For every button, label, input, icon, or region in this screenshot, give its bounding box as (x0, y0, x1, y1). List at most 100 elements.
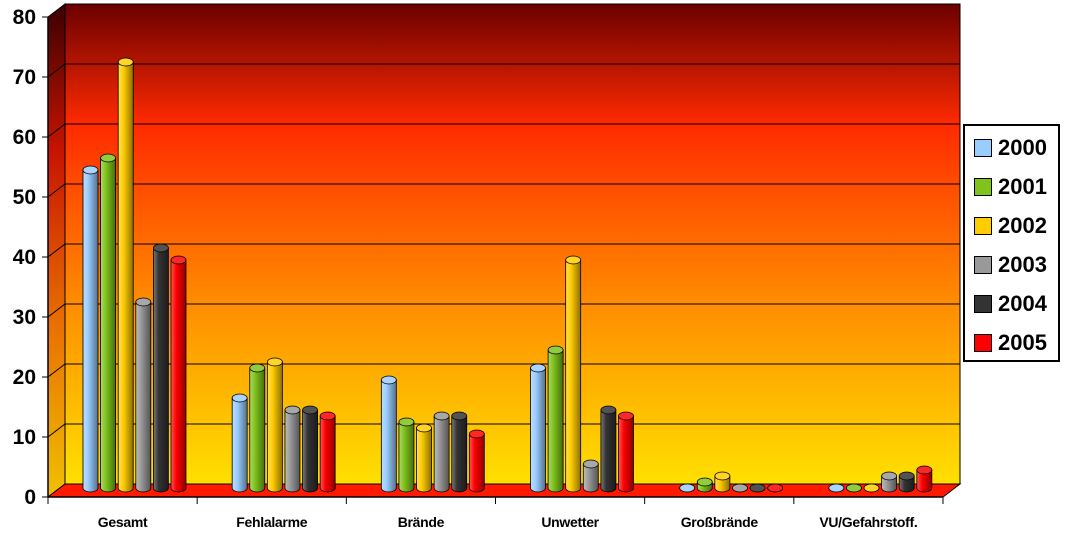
bar-top (117, 57, 134, 67)
bar-Großbrände-2004 (749, 483, 766, 493)
legend-label: 2005 (998, 330, 1047, 355)
bar-Fehlalarme-2004 (302, 405, 318, 493)
bar-Brände-2002 (416, 423, 432, 493)
gridline-side (47, 183, 66, 198)
bar-body (468, 433, 485, 493)
bar-body (153, 247, 169, 493)
bar-Brände-2000 (380, 375, 397, 493)
bar-body (319, 415, 336, 493)
bar-top (863, 483, 880, 493)
bar-body (249, 367, 266, 493)
bar-top (732, 483, 748, 493)
legend-label: 2001 (998, 174, 1047, 199)
gridline-side (47, 363, 66, 378)
bar-Großbrände-2000 (679, 483, 696, 493)
bar-Unwetter-2003 (582, 459, 599, 493)
x-tick-label: Großbrände (681, 514, 759, 530)
bar-top (749, 483, 766, 493)
bar-VU/Gefahrstoff.-2003 (881, 471, 898, 493)
bar-top (451, 411, 468, 421)
bar-body (170, 259, 187, 493)
bar-body (302, 409, 318, 493)
bar-top (266, 357, 283, 367)
x-tick-label: Fehlalarme (236, 514, 307, 530)
bar-Großbrände-2005 (767, 483, 784, 493)
bar-body (565, 259, 582, 493)
y-tick-label: 40 (13, 246, 36, 269)
bar-body (117, 61, 134, 493)
bar-top (916, 465, 933, 475)
bar-Unwetter-2000 (530, 363, 546, 493)
legend-swatch (974, 217, 992, 235)
y-tick-label: 20 (13, 366, 36, 389)
bar-VU/Gefahrstoff.-2004 (898, 471, 915, 493)
legend-item-2002: 2002 (974, 214, 1047, 238)
bar-top (881, 471, 898, 481)
gridline-side (47, 243, 66, 258)
bar-body (284, 409, 301, 493)
bar-Gesamt-2003 (135, 297, 152, 493)
bar-top (100, 153, 116, 163)
legend-item-2005: 2005 (974, 331, 1047, 355)
bar-body (916, 469, 933, 493)
gridline-side (47, 303, 66, 318)
bar-Fehlalarme-2002 (266, 357, 283, 493)
legend-swatch (974, 256, 992, 274)
bar-body (266, 361, 283, 493)
y-tick-label: 50 (13, 186, 36, 209)
bar-body (231, 397, 248, 493)
bar-top (82, 165, 99, 175)
y-tick-label: 0 (24, 486, 36, 509)
bar-top (380, 375, 397, 385)
bar-body (433, 415, 450, 493)
bar-top (433, 411, 450, 421)
bar-body (100, 157, 116, 493)
bar-Brände-2001 (398, 417, 415, 493)
bar-top (828, 483, 845, 493)
bar-top (530, 363, 546, 373)
bar-body (530, 367, 546, 493)
legend-item-2003: 2003 (974, 253, 1047, 277)
bar-body (618, 415, 634, 493)
legend-label: 2003 (998, 252, 1047, 277)
legend-swatch (974, 178, 992, 196)
x-tick-label: VU/Gefahrstoff. (819, 514, 917, 530)
legend-swatch (974, 334, 992, 352)
bar-Brände-2005 (468, 429, 485, 493)
bar-top (319, 411, 336, 421)
y-tick-label: 60 (13, 126, 36, 149)
bar-body (714, 475, 731, 493)
legend-item-2000: 2000 (974, 136, 1047, 160)
bar-body (582, 463, 599, 493)
bar-VU/Gefahrstoff.-2001 (846, 483, 862, 493)
y-tick-label: 10 (13, 426, 36, 449)
bar-Gesamt-2005 (170, 255, 187, 493)
chart-legend: 2000 2001 2002 2003 2004 2005 (963, 124, 1060, 362)
bar-body (416, 427, 432, 493)
bar-top (714, 471, 731, 481)
x-tick-label: Brände (398, 514, 445, 530)
legend-label: 2000 (998, 135, 1047, 160)
bar-top (767, 483, 784, 493)
bar-top (846, 483, 862, 493)
bar-top (284, 405, 301, 415)
bar-top (231, 393, 248, 403)
bar-Unwetter-2004 (600, 405, 617, 493)
bar-body (898, 475, 915, 493)
legend-swatch (974, 139, 992, 157)
y-tick-label: 70 (13, 66, 36, 89)
legend-item-2004: 2004 (974, 292, 1047, 316)
x-tick-label: Unwetter (541, 514, 599, 530)
bar-Gesamt-2001 (100, 153, 116, 493)
bar-body (881, 475, 898, 493)
bar-top (152, 243, 169, 253)
bar-top (135, 297, 152, 307)
bar-Unwetter-2005 (618, 411, 634, 493)
bar-top (679, 483, 696, 493)
y-tick-label: 30 (13, 306, 36, 329)
bar-Fehlalarme-2003 (284, 405, 301, 493)
bar-top (302, 405, 318, 415)
bar-body (600, 409, 617, 493)
bar-Großbrände-2003 (732, 483, 748, 493)
